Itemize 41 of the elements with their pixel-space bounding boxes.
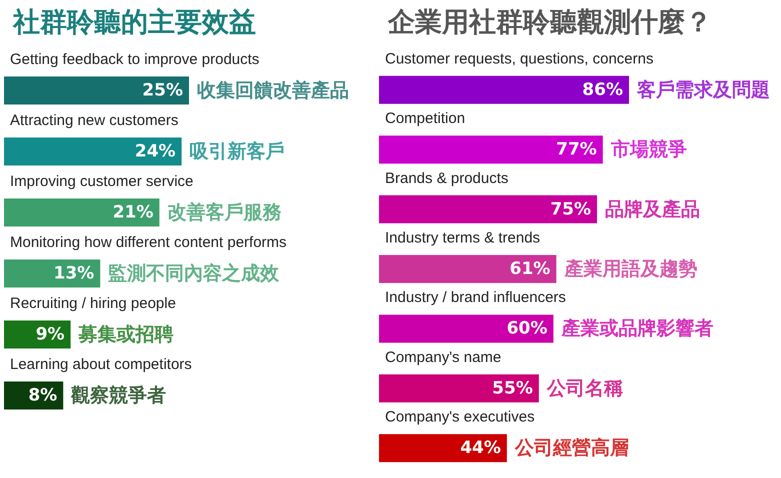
y-tick-label: Industry terms & trends	[385, 230, 540, 246]
y-tick-label: Company's name	[385, 348, 502, 366]
data-label: 44%	[460, 438, 501, 458]
data-label: 77%	[556, 140, 597, 160]
annotation: 募集或招聘	[78, 324, 174, 346]
data-label: 60%	[506, 318, 548, 339]
data-label: 13%	[53, 264, 94, 284]
data-label: 9%	[36, 324, 65, 344]
data-label: 24%	[134, 142, 176, 162]
annotation: 品牌及產品	[605, 198, 700, 220]
annotation: 改善客戶服務	[167, 202, 282, 224]
y-tick-label: Competition	[385, 110, 466, 128]
data-label: 8%	[28, 386, 58, 406]
annotation: 產業用語及趨勢	[563, 258, 698, 280]
annotation: 客戶需求及問題	[636, 78, 770, 101]
annotation: 吸引新客戶	[190, 140, 285, 162]
annotation: 產業或品牌影響者	[560, 318, 714, 340]
annotation: 監測不同內容之成效	[108, 262, 280, 284]
annotation: 觀察競爭者	[70, 384, 166, 406]
data-label: 75%	[550, 199, 592, 220]
data-label: 25%	[142, 80, 183, 100]
data-label: 86%	[582, 80, 623, 100]
y-tick-label: Improving customer service	[10, 173, 194, 190]
y-tick-label: Getting feedback to improve products	[10, 51, 260, 68]
annotation: 收集回饋改善產品	[197, 80, 349, 102]
y-tick-label: Learning about competitors	[10, 356, 192, 373]
data-label: 21%	[112, 202, 154, 222]
annotation: 市場競爭	[610, 138, 687, 161]
annotation: 公司名稱	[546, 377, 623, 400]
data-label: 61%	[510, 259, 550, 279]
chart-title: 企業用社群聆聽觀測什麼？	[387, 7, 712, 38]
y-tick-label: Attracting new customers	[10, 112, 178, 129]
y-tick-label: Recruiting / hiring people	[10, 295, 176, 312]
y-tick-label: Company's executives	[385, 408, 535, 426]
y-tick-label: Customer requests, questions, concerns	[385, 50, 654, 68]
y-tick-label: Brands & products	[385, 170, 508, 187]
chart-title: 社群聆聽的主要效益	[12, 7, 256, 38]
data-label: 55%	[492, 378, 533, 398]
y-tick-label: Industry / brand influencers	[385, 289, 566, 306]
annotation: 公司經營高層	[514, 437, 629, 460]
y-tick-label: Monitoring how different content performs	[10, 234, 287, 251]
